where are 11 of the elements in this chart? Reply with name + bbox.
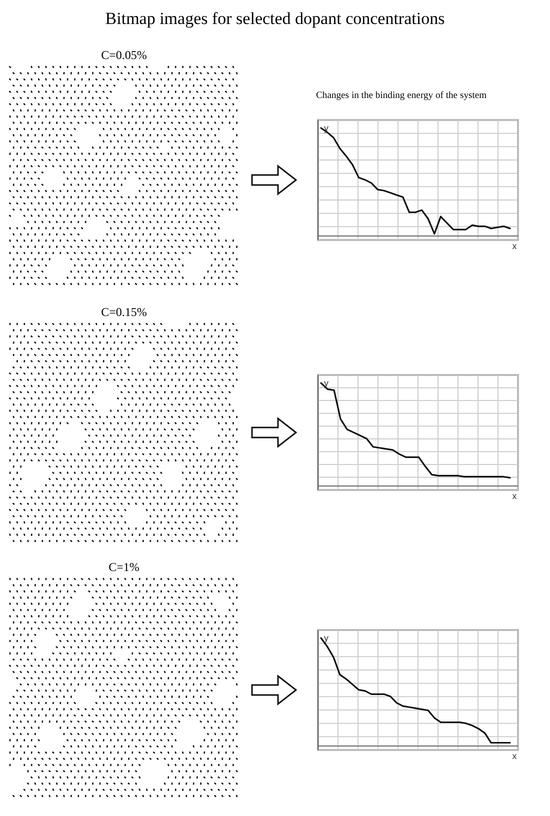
y-axis-title: y [324, 633, 329, 643]
x-axis-title: x [512, 751, 518, 761]
text: C=1% [108, 560, 140, 574]
y-axis-title: y [324, 123, 329, 133]
text: C=0.05% [101, 48, 147, 62]
text: C=0.15% [101, 305, 147, 319]
chart-title: Bitmap images for selected dopant concentrations [105, 9, 445, 28]
x-axis-title: x [512, 491, 518, 501]
x-axis-title: x [512, 241, 518, 251]
chart-subtitle: Changes in the binding energy of the system [316, 90, 488, 101]
y-axis-title: y [324, 378, 329, 388]
